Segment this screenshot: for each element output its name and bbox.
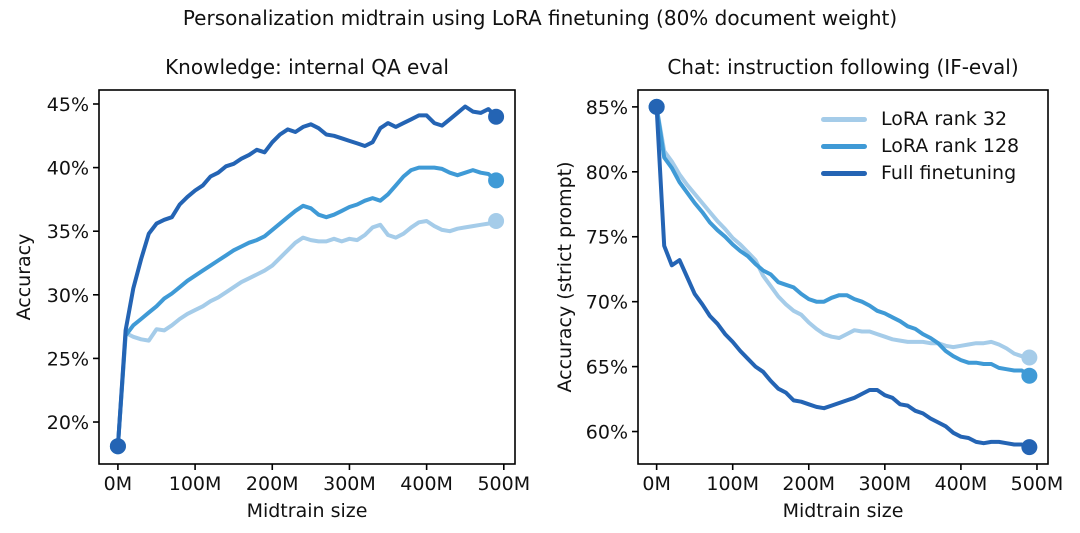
y-tick-label: 60%	[586, 422, 628, 444]
legend: LoRA rank 32 LoRA rank 128 Full finetuning	[821, 106, 1019, 187]
y-tick-label: 80%	[586, 162, 628, 184]
y-tick-label: 40%	[47, 158, 89, 180]
series-end-marker-full-finetuning	[488, 108, 505, 125]
legend-label-full-finetuning: Full finetuning	[881, 162, 1017, 184]
y-tick-label: 85%	[586, 97, 628, 119]
series-line-lora-rank-32	[115, 219, 499, 449]
y-tick-label: 75%	[586, 227, 628, 249]
x-tick-label: 0M	[642, 473, 670, 495]
legend-swatch-lora-rank-32	[821, 117, 867, 122]
series-end-marker-full-finetuning	[1021, 439, 1038, 456]
x-tick-label: 500M	[1011, 473, 1064, 495]
y-tick-label: 35%	[47, 221, 89, 243]
x-tick-label: 300M	[859, 473, 912, 495]
series-end-marker-lora-rank-32	[1021, 349, 1038, 366]
x-tick-label: 100M	[706, 473, 759, 495]
y-tick-label: 30%	[47, 285, 89, 307]
series-line-lora-rank-128	[654, 104, 1032, 378]
left-x-axis-label: Midtrain size	[246, 500, 368, 522]
x-tick-label: 100M	[169, 473, 222, 495]
legend-item-lora-rank-128: LoRA rank 128	[821, 133, 1019, 160]
x-tick-label: 0M	[104, 473, 132, 495]
legend-swatch-lora-rank-128	[821, 144, 867, 149]
series-line-lora-rank-128	[115, 165, 499, 449]
x-tick-label: 500M	[477, 473, 530, 495]
series-end-marker-lora-rank-128	[488, 172, 505, 189]
series-end-marker-lora-rank-32	[488, 213, 505, 230]
x-tick-label: 200M	[246, 473, 299, 495]
series-start-marker-full-finetuning	[648, 98, 665, 115]
legend-label-lora-rank-32: LoRA rank 32	[881, 108, 1008, 130]
y-tick-label: 65%	[586, 357, 628, 379]
y-tick-label: 45%	[47, 94, 89, 116]
y-tick-label: 70%	[586, 292, 628, 314]
right-subplot-title: Chat: instruction following (IF-eval)	[667, 55, 1019, 79]
axes-spines	[98, 89, 516, 465]
series-start-marker-full-finetuning	[109, 438, 126, 455]
figure-title: Personalization midtrain using LoRA fine…	[182, 6, 898, 30]
right-x-axis-label: Midtrain size	[782, 500, 904, 522]
x-tick-label: 400M	[935, 473, 988, 495]
y-tick-label: 20%	[47, 412, 89, 434]
series-line-full-finetuning	[115, 104, 499, 449]
legend-item-lora-rank-32: LoRA rank 32	[821, 106, 1019, 133]
legend-item-full-finetuning: Full finetuning	[821, 160, 1019, 187]
series-line-lora-rank-32	[654, 104, 1032, 360]
y-tick-label: 25%	[47, 348, 89, 370]
series-line-full-finetuning	[654, 104, 1032, 450]
legend-swatch-full-finetuning	[821, 171, 867, 176]
series-end-marker-lora-rank-128	[1021, 367, 1038, 384]
axes-spines	[637, 89, 1049, 465]
x-tick-label: 400M	[400, 473, 453, 495]
legend-label-lora-rank-128: LoRA rank 128	[881, 135, 1020, 157]
x-tick-label: 200M	[782, 473, 835, 495]
x-tick-label: 300M	[323, 473, 376, 495]
left-subplot-title: Knowledge: internal QA eval	[165, 55, 449, 79]
